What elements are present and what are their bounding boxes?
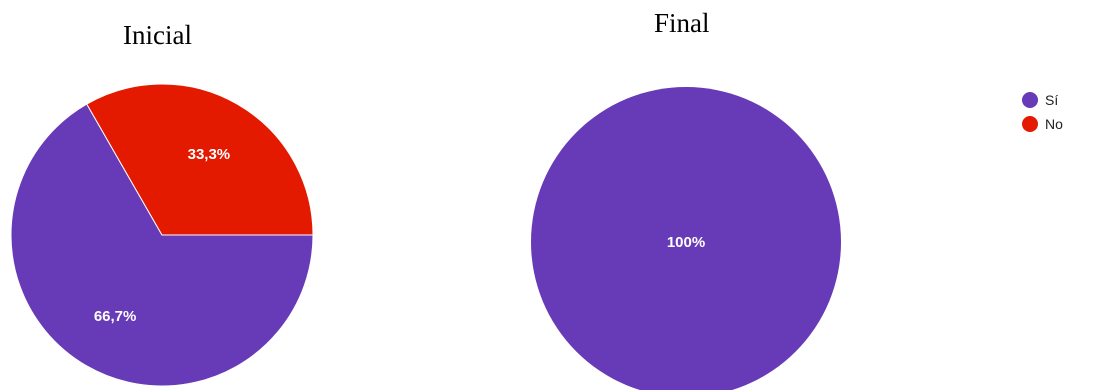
slice-label-inicial-si: 66,7% — [94, 308, 137, 325]
legend-swatch-no — [1022, 116, 1038, 132]
pie-slice-final-si[interactable] — [531, 87, 841, 390]
legend: Sí No — [1022, 88, 1063, 136]
pie-slice-inicial-no[interactable] — [86, 83, 314, 236]
legend-label-si: Sí — [1045, 92, 1059, 108]
pie-slice-inicial-si[interactable] — [10, 103, 314, 387]
legend-item-no[interactable]: No — [1022, 112, 1063, 136]
legend-item-si[interactable]: Sí — [1022, 88, 1063, 112]
legend-label-no: No — [1045, 116, 1063, 132]
chart-title-final: Final — [654, 8, 710, 38]
chart-title-inicial: Inicial — [123, 20, 192, 50]
slice-label-inicial-no: 33,3% — [188, 146, 231, 163]
legend-swatch-si — [1022, 92, 1038, 108]
slice-label-final-si: 100% — [667, 234, 705, 251]
